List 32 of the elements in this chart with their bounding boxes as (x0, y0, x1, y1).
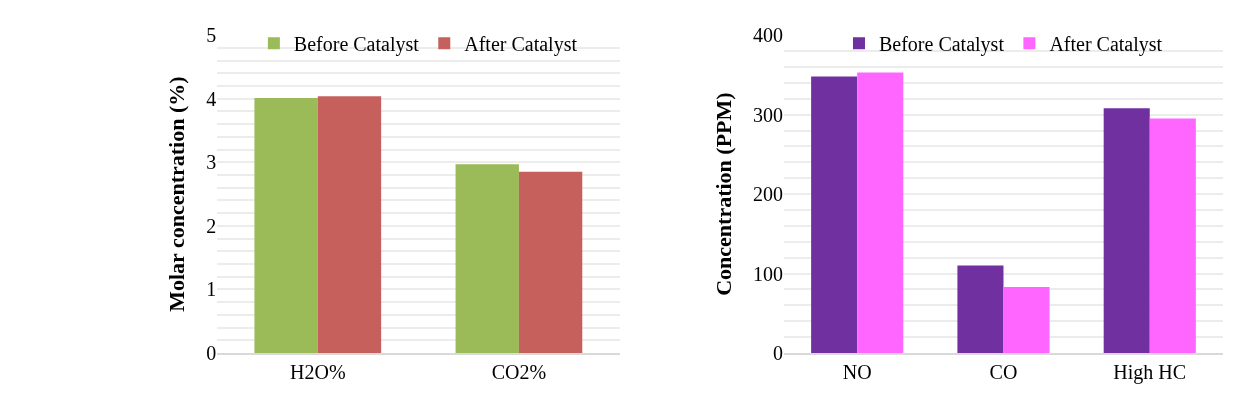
legend-label: Before Catalyst (878, 32, 1005, 56)
bar (317, 96, 382, 354)
bar (1103, 108, 1150, 354)
bar (1003, 287, 1050, 354)
y-tick-label: 4 (206, 87, 217, 110)
bar (254, 98, 318, 354)
y-tick-label: 300 (753, 103, 784, 126)
y-tick-label: 0 (206, 342, 217, 365)
y-tick-label: 3 (206, 151, 217, 174)
legend-label: Before Catalyst (293, 32, 420, 56)
bar (518, 171, 583, 354)
y-tick-label: 2 (206, 214, 217, 237)
legend-label: After Catalyst (1049, 32, 1163, 56)
bar (1149, 118, 1196, 354)
legend-label: After Catalyst (464, 32, 578, 56)
y-tick-label: 100 (753, 262, 784, 285)
y-axis-title: Concentration (PPM) (710, 92, 736, 296)
bar (957, 265, 1004, 354)
x-tick-label: High HC (1113, 360, 1187, 384)
x-tick-label: NO (842, 360, 872, 383)
x-tick-label: CO (989, 360, 1018, 383)
y-tick-label: 1 (206, 278, 217, 301)
x-tick-label: CO2% (491, 360, 547, 383)
y-tick-label: 0 (773, 342, 784, 365)
bar (455, 164, 519, 354)
bar (857, 72, 904, 354)
x-tick-label: H2O% (290, 360, 346, 383)
y-tick-label: 200 (753, 183, 784, 206)
y-tick-label: 5 (206, 24, 217, 47)
y-axis-title: Molar concentration (%) (164, 76, 190, 312)
bar (811, 76, 858, 354)
y-tick-label: 400 (753, 24, 784, 47)
